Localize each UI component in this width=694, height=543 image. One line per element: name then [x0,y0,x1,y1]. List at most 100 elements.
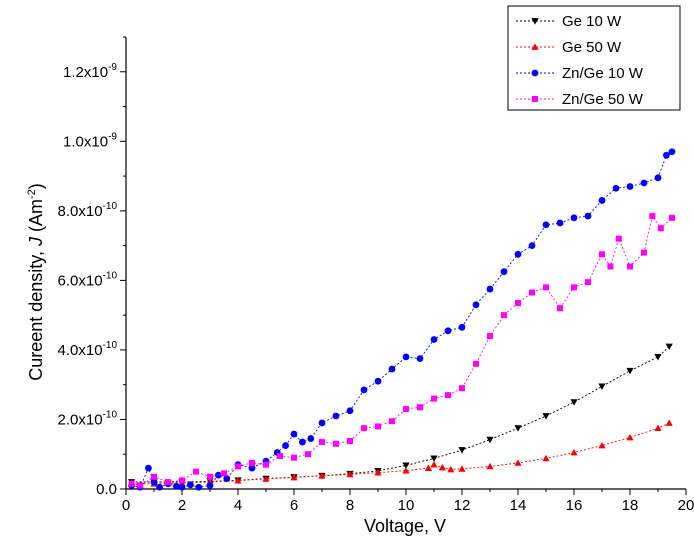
data-point [388,365,396,373]
data-point [438,463,446,471]
data-point [472,301,480,309]
data-point [347,438,353,445]
x-tick-label: 18 [622,497,639,514]
legend-label: Zn/Ge 10 W [562,65,644,82]
data-point [389,418,395,425]
y-tick-label: 2.0x10-10 [58,409,118,428]
data-point [215,471,222,479]
data-point [402,353,410,361]
legend: Ge 10 W Ge 50 W Zn/Ge 10 W Zn/Ge 50 W [507,5,681,111]
x-tick-label: 20 [678,497,694,514]
data-point [137,482,143,489]
data-point [669,214,675,221]
data-point [663,151,670,159]
legend-item: Zn/Ge 10 W [516,65,644,82]
data-point [282,442,289,449]
data-point [262,475,270,482]
data-point [305,451,311,458]
data-point [665,419,673,426]
data-point [361,425,367,432]
data-point [598,383,606,391]
data-point [430,336,438,343]
x-tick-label: 2 [178,497,186,514]
data-point [500,268,508,276]
data-point [668,148,676,156]
data-point [501,312,507,319]
data-point [333,440,339,447]
data-point [626,433,634,441]
legend-item: Zn/Ge 50 W [516,91,644,108]
data-point [626,367,634,375]
data-point [307,435,315,442]
data-point [542,221,550,229]
data-point [445,392,451,399]
data-point [649,213,656,220]
data-point [235,463,241,470]
data-point [486,462,494,470]
series-0 [128,343,673,486]
data-point [571,284,577,291]
data-point [654,353,662,361]
legend-label: Ge 10 W [562,13,622,30]
data-point [319,439,325,446]
x-tick-label: 12 [454,497,471,514]
data-point [640,179,648,187]
data-point [402,466,410,474]
data-point [458,447,466,454]
data-point [318,472,326,479]
data-point [360,386,368,394]
data-point [290,430,298,438]
data-point [641,249,647,256]
legend-marker [531,43,539,50]
data-point [318,419,326,427]
data-point [627,263,633,270]
series-2 [128,148,676,491]
y-axis-title: Cureent density, J (Am-2) [26,183,46,381]
data-point [612,184,620,192]
y-tick-label: 8.0x10-10 [58,201,118,220]
data-point [458,323,466,331]
data-point [458,465,466,472]
data-point [626,183,634,190]
data-point [570,399,578,406]
series-line [131,346,670,483]
data-point [150,478,158,486]
x-tick-label: 6 [290,497,298,514]
legend-box [507,5,681,111]
data-point [486,285,494,293]
data-point [417,404,423,411]
data-point [263,461,269,468]
data-point [486,436,494,444]
x-tick-label: 10 [398,497,415,514]
data-point [515,299,521,306]
data-point [654,174,662,182]
data-point [424,464,432,472]
data-point [615,235,622,242]
y-tick-label: 1.0x10-9 [63,131,117,150]
data-point [585,279,591,286]
y-tick-label: 0.0 [96,481,117,498]
data-point [514,459,522,466]
data-point [402,462,410,469]
data-point [556,219,564,227]
data-point [346,470,354,478]
data-point [207,473,213,480]
x-axis-title: Voltage, V [364,516,446,536]
data-point [156,483,164,491]
data-point [332,412,340,420]
data-point [221,470,227,477]
data-point [145,464,152,472]
data-point [657,225,664,232]
data-point [529,289,535,296]
data-point [598,197,606,204]
x-tick-label: 4 [234,497,242,514]
data-point [416,355,424,363]
legend-item: Ge 10 W [516,13,622,30]
data-point [248,464,256,472]
data-point [542,454,550,462]
y-tick-label: 1.2x10-9 [63,62,117,81]
data-point [178,483,186,491]
data-point [249,459,255,466]
data-point [299,438,306,446]
